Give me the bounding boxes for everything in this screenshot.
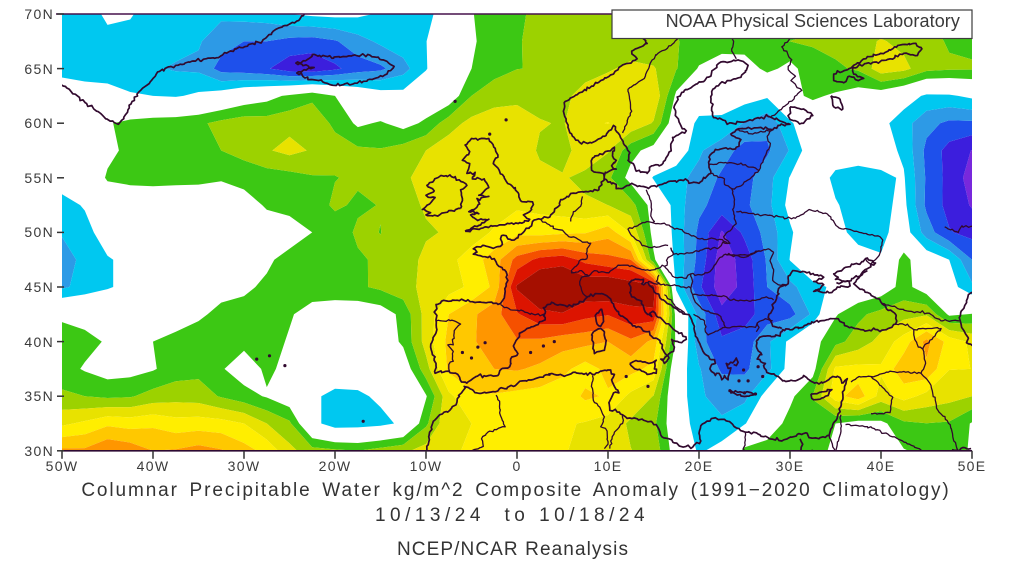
svg-text:Columnar Precipitable Water kg: Columnar Precipitable Water kg/m^2 Compo…: [81, 480, 950, 501]
svg-text:60N: 60N: [24, 115, 54, 131]
svg-text:40W: 40W: [137, 458, 170, 474]
svg-text:50W: 50W: [46, 458, 79, 474]
svg-text:70N: 70N: [24, 6, 54, 22]
svg-text:0: 0: [512, 458, 521, 474]
svg-text:10E: 10E: [594, 458, 623, 474]
svg-text:10W: 10W: [410, 458, 443, 474]
svg-text:50E: 50E: [958, 458, 987, 474]
svg-text:55N: 55N: [24, 170, 54, 186]
svg-text:30N: 30N: [24, 443, 54, 459]
svg-text:40N: 40N: [24, 334, 54, 350]
svg-text:50N: 50N: [24, 224, 54, 240]
svg-text:40E: 40E: [867, 458, 896, 474]
svg-text:65N: 65N: [24, 61, 54, 77]
svg-text:20E: 20E: [685, 458, 714, 474]
svg-text:35N: 35N: [24, 388, 54, 404]
svg-text:NOAA Physical Sciences Laborat: NOAA Physical Sciences Laboratory: [666, 11, 960, 31]
svg-text:10/13/24 to 10/18/24: 10/13/24 to 10/18/24: [375, 505, 649, 526]
svg-text:NCEP/NCAR Reanalysis: NCEP/NCAR Reanalysis: [397, 539, 629, 560]
svg-text:30E: 30E: [776, 458, 805, 474]
svg-text:20W: 20W: [319, 458, 352, 474]
svg-text:45N: 45N: [24, 279, 54, 295]
svg-text:30W: 30W: [228, 458, 261, 474]
